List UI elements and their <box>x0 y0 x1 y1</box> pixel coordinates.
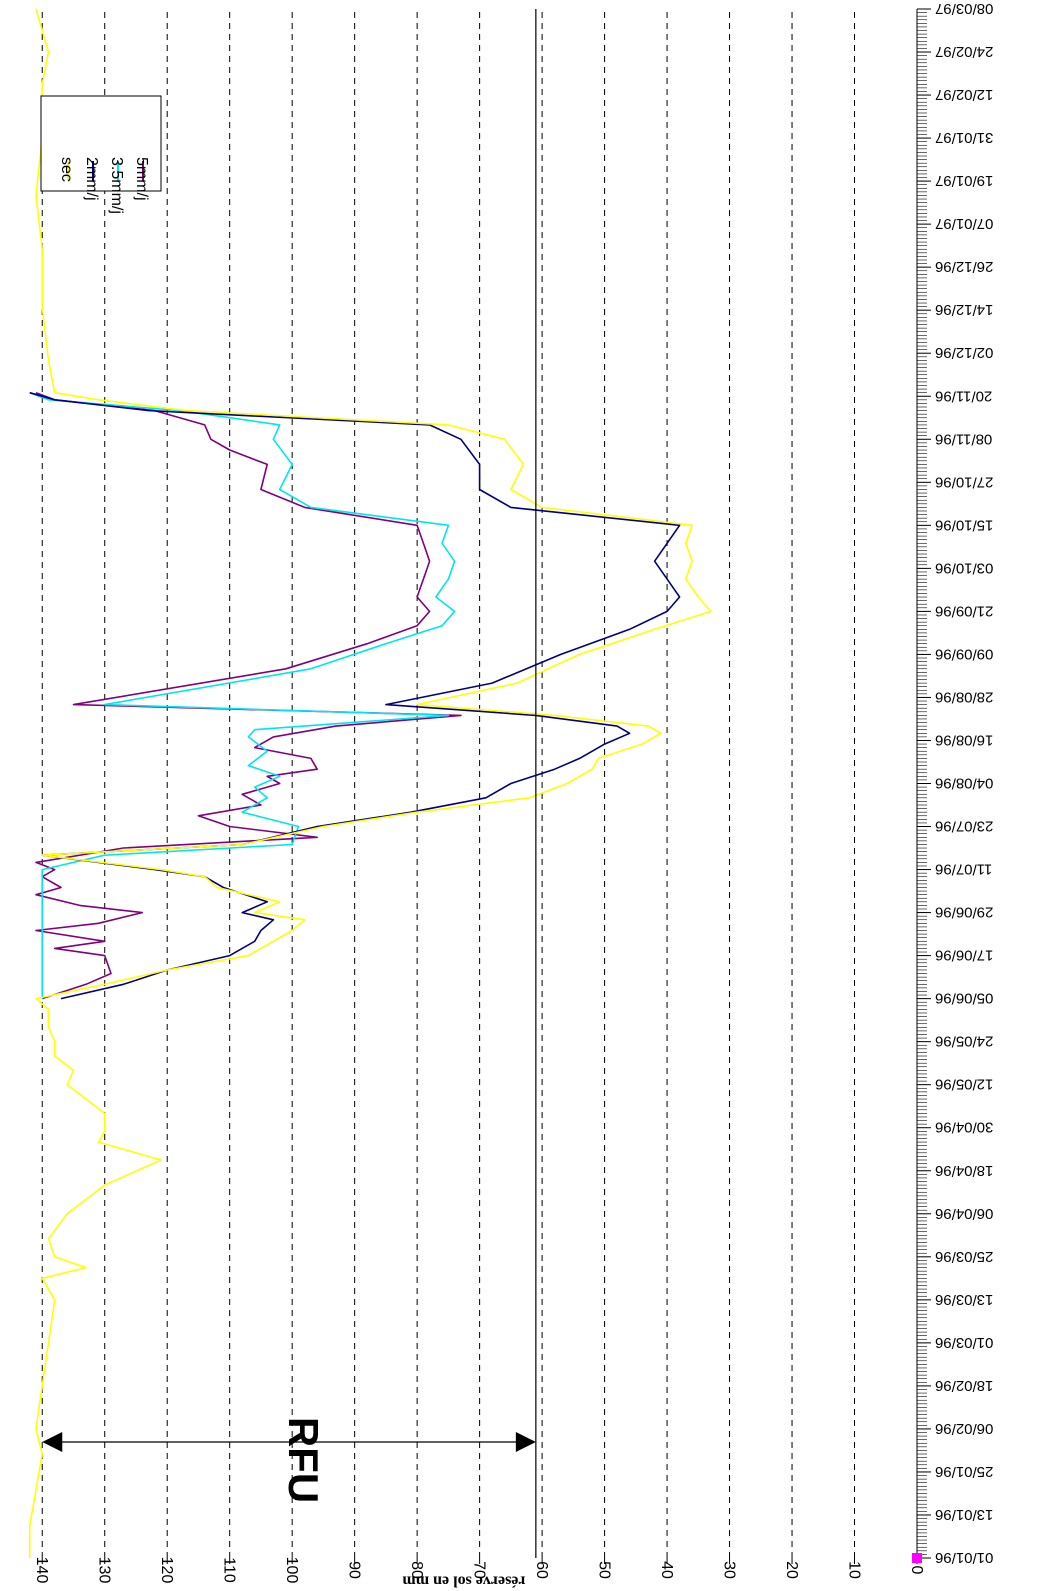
date-tick-label: 01/01/96 <box>935 1549 993 1566</box>
date-tick-label: 03/10/96 <box>935 559 993 576</box>
legend-label: 5mm/j <box>133 157 150 201</box>
date-tick-label: 29/06/96 <box>935 904 993 921</box>
series-line-sec <box>28 8 712 1558</box>
date-tick-label: 21/09/96 <box>935 602 993 619</box>
date-tick-label: 27/10/96 <box>935 473 993 490</box>
legend: 5mm/j 3.5mm/j 2mm/j sec <box>40 95 162 214</box>
date-tick-label: 06/02/96 <box>935 1420 993 1437</box>
ytick-label-140: 140 <box>33 1557 50 1584</box>
series-line-5mmj <box>35 391 462 1000</box>
date-tick-label: 04/08/96 <box>935 775 993 792</box>
legend-label: 3.5mm/j <box>108 157 125 214</box>
rfu-arrow-head-low <box>515 1432 536 1452</box>
date-tick-label: 16/08/96 <box>935 731 993 748</box>
date-tick-label: 14/12/96 <box>935 301 993 318</box>
ytick-label-40: 40 <box>658 1561 675 1579</box>
ytick-label-0: 0 <box>908 1566 925 1575</box>
ytick-label-30: 30 <box>721 1561 738 1579</box>
date-tick-label: 11/07/96 <box>935 861 992 878</box>
date-tick-label: 17/06/96 <box>935 947 993 964</box>
date-tick-label: 26/12/96 <box>935 258 993 275</box>
ytick-label-60: 60 <box>533 1561 550 1579</box>
date-tick-label: 19/01/97 <box>935 172 993 189</box>
date-tick-label: 13/01/96 <box>935 1506 993 1523</box>
date-tick-label: 25/01/96 <box>935 1463 993 1480</box>
annotations: RFU <box>42 9 537 1558</box>
rfu-label: RFU <box>280 1417 327 1503</box>
date-tick-label: 28/08/96 <box>935 688 993 705</box>
ytick-label-100: 100 <box>283 1557 300 1584</box>
date-tick-label: 08/11/96 <box>935 430 992 447</box>
legend-label: sec <box>58 157 75 182</box>
date-tick-label: 07/01/97 <box>935 215 993 232</box>
ytick-label-70: 70 <box>471 1561 488 1579</box>
ytick-label-130: 130 <box>96 1557 113 1584</box>
ytick-label-50: 50 <box>596 1561 613 1579</box>
axes: 0 10 20 30 40 50 60 70 80 90 100 110 120 130 140 réserv… <box>33 0 993 1590</box>
date-tick-label: 13/03/96 <box>935 1291 993 1308</box>
ytick-label-20: 20 <box>783 1561 800 1579</box>
ytick-label-10: 10 <box>846 1561 863 1579</box>
date-tick-label: 09/09/96 <box>935 645 993 662</box>
date-tick-label: 15/10/96 <box>935 516 993 533</box>
date-tick-label: 12/05/96 <box>935 1076 993 1093</box>
date-tick-label: 05/06/96 <box>935 990 993 1007</box>
date-tick-label: 23/07/96 <box>935 818 993 835</box>
date-tick-label: 20/11/96 <box>935 387 992 404</box>
date-tick-label: 24/05/96 <box>935 1033 993 1050</box>
date-tick-label: 18/02/96 <box>935 1377 993 1394</box>
date-tick-label: 31/01/97 <box>935 129 993 146</box>
date-tick-label: 12/02/97 <box>935 86 993 103</box>
date-tick-label: 30/04/96 <box>935 1119 993 1136</box>
date-tick-label: 25/03/96 <box>935 1248 993 1265</box>
series-line-35mmj <box>29 391 456 999</box>
y-axis-title: réserve sol en mm <box>402 1573 526 1590</box>
date-tick-label: 06/04/96 <box>935 1205 993 1222</box>
date-tick-label: 24/02/97 <box>935 43 993 60</box>
date-tick-label: 18/04/96 <box>935 1162 993 1179</box>
series <box>28 8 712 1558</box>
legend-label: 2mm/j <box>83 157 100 201</box>
rfu-arrow-head-high <box>42 1432 63 1452</box>
date-tick-label: 08/03/97 <box>935 0 993 17</box>
ytick-label-110: 110 <box>221 1557 238 1583</box>
legend-box <box>40 95 162 192</box>
date-tick-label: 02/12/96 <box>935 344 993 361</box>
ytick-label-120: 120 <box>158 1557 175 1584</box>
ytick-label-90: 90 <box>346 1561 363 1579</box>
ytick-label-80: 80 <box>408 1561 425 1579</box>
origin-marker <box>912 1553 922 1563</box>
series-line-2mmj <box>29 391 681 1000</box>
date-tick-label: 01/03/96 <box>935 1334 993 1351</box>
